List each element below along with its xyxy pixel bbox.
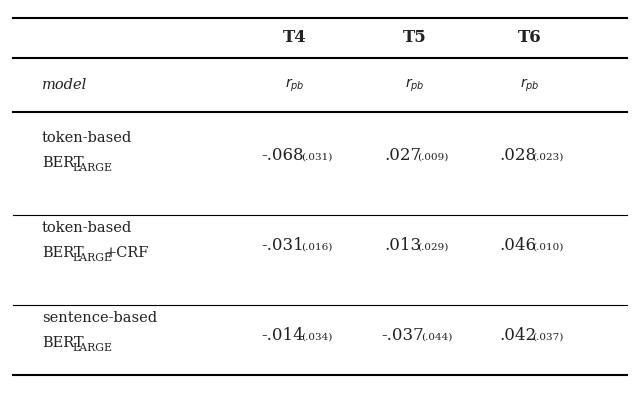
Text: (.044): (.044) bbox=[421, 332, 452, 342]
Text: BERT: BERT bbox=[42, 156, 84, 170]
Text: LARGE: LARGE bbox=[72, 253, 112, 263]
Text: -.014: -.014 bbox=[260, 326, 303, 344]
Text: model: model bbox=[42, 78, 87, 92]
Text: (.034): (.034) bbox=[301, 332, 333, 342]
Text: token-based: token-based bbox=[42, 221, 132, 235]
Text: .013: .013 bbox=[385, 236, 422, 254]
Text: LARGE: LARGE bbox=[72, 343, 112, 353]
Text: (.037): (.037) bbox=[532, 332, 564, 342]
Text: (.016): (.016) bbox=[301, 242, 333, 252]
Text: (.010): (.010) bbox=[532, 242, 564, 252]
Text: BERT: BERT bbox=[42, 246, 84, 260]
Text: T5: T5 bbox=[403, 30, 427, 46]
Text: (.031): (.031) bbox=[301, 152, 333, 162]
Text: T6: T6 bbox=[518, 30, 542, 46]
Text: .028: .028 bbox=[499, 146, 536, 164]
Text: +CRF: +CRF bbox=[104, 246, 148, 260]
Text: (.023): (.023) bbox=[532, 152, 564, 162]
Text: $r_{pb}$: $r_{pb}$ bbox=[520, 76, 540, 94]
Text: token-based: token-based bbox=[42, 131, 132, 145]
Text: sentence-based: sentence-based bbox=[42, 311, 157, 325]
Text: .027: .027 bbox=[385, 146, 422, 164]
Text: -.068: -.068 bbox=[260, 146, 303, 164]
Text: -.037: -.037 bbox=[381, 326, 424, 344]
Text: .046: .046 bbox=[499, 236, 536, 254]
Text: $r_{pb}$: $r_{pb}$ bbox=[285, 76, 305, 94]
Text: -.031: -.031 bbox=[260, 236, 303, 254]
Text: LARGE: LARGE bbox=[72, 163, 112, 173]
Text: BERT: BERT bbox=[42, 336, 84, 350]
Text: T4: T4 bbox=[283, 30, 307, 46]
Text: (.029): (.029) bbox=[417, 242, 449, 252]
Text: .042: .042 bbox=[499, 326, 536, 344]
Text: $r_{pb}$: $r_{pb}$ bbox=[405, 76, 425, 94]
Text: (.009): (.009) bbox=[417, 152, 449, 162]
